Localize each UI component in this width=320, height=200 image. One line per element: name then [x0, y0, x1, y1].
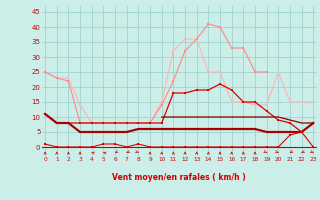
X-axis label: Vent moyen/en rafales ( km/h ): Vent moyen/en rafales ( km/h ) [112, 173, 246, 182]
